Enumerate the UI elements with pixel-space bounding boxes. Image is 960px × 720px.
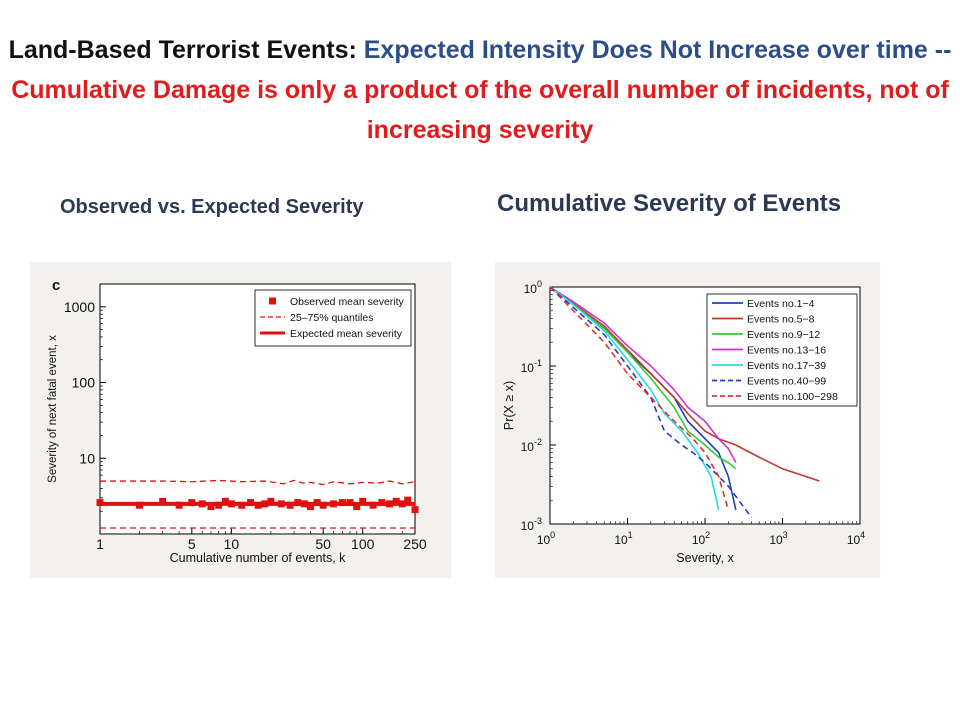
y-axis-label: Severity of next fatal event, x — [47, 335, 59, 483]
observed-mean-marker — [338, 499, 346, 507]
observed-vs-expected-svg: 10 100 1000 1 5 10 50 100 250 Cumulative number o… — [47, 277, 427, 565]
cumulative-severity-svg: 10-3 10-2 10-1 100 100 101 102 103 104 Severity, … — [502, 279, 865, 565]
right-chart-subtitle: Cumulative Severity of Events — [497, 190, 842, 217]
x-tick-label: 102 — [692, 530, 710, 547]
x-tick-label: 100 — [537, 530, 555, 547]
y-tick-label: 10-3 — [521, 516, 542, 533]
x-tick-label: 104 — [847, 530, 865, 547]
observed-mean-marker — [136, 501, 144, 509]
observed-mean-marker — [215, 501, 223, 509]
observed-mean-marker — [159, 497, 167, 505]
observed-mean-marker — [346, 499, 354, 507]
left-chart-subtitle: Observed vs. Expected Severity — [60, 196, 364, 218]
legend-entry: Events no.40−99 — [747, 376, 826, 388]
observed-mean-marker — [175, 501, 183, 509]
series-line — [549, 286, 737, 470]
observed-mean-marker — [306, 503, 314, 511]
heading-part-3: Cumulative Damage is only a product of t… — [11, 76, 949, 144]
observed-mean-marker — [392, 497, 400, 505]
quantile-upper-line — [100, 479, 416, 486]
legend-entry: Expected mean severity — [290, 328, 403, 340]
x-tick-label: 1 — [96, 536, 104, 552]
observed-mean-marker — [247, 499, 255, 507]
observed-mean-marker — [404, 496, 412, 504]
cumulative-severity-plot: 10-3 10-2 10-1 100 100 101 102 103 104 Severity, … — [495, 262, 880, 578]
observed-mean-marker — [198, 500, 206, 508]
observed-mean-marker — [369, 501, 377, 509]
observed-mean-marker — [319, 501, 327, 509]
observed-mean-marker — [300, 500, 308, 508]
legend-entry: Events no.5−8 — [747, 314, 815, 326]
x-axis-label: Cumulative number of events, k — [170, 551, 347, 565]
y-tick-label: 100 — [72, 375, 96, 391]
observed-mean-marker — [313, 499, 321, 507]
x-tick-label: 101 — [614, 530, 632, 547]
legend-entry: Events no.9−12 — [747, 329, 820, 341]
legend-entry: Events no.13−16 — [747, 345, 826, 357]
observed-mean-marker — [286, 501, 294, 509]
x-tick-label: 250 — [403, 536, 427, 552]
legend-entry: Events no.1−4 — [747, 298, 815, 310]
observed-mean-marker — [261, 500, 269, 508]
legend-box — [254, 289, 412, 347]
observed-mean-marker — [207, 503, 215, 511]
observed-mean-marker — [221, 497, 229, 505]
page-heading: Land-Based Terrorist Events: Expected In… — [0, 30, 960, 150]
observed-mean-marker — [359, 497, 367, 505]
series-line — [549, 286, 820, 482]
y-tick-label: 10 — [79, 450, 95, 466]
legend-entry: Events no.17−39 — [747, 360, 826, 372]
legend-entry: 25–75% quantiles — [290, 312, 373, 324]
observed-mean-marker — [277, 500, 285, 508]
observed-mean-marker — [378, 499, 386, 507]
legend-entry: Events no.100−298 — [747, 391, 838, 403]
x-tick-label: 100 — [351, 536, 375, 552]
x-tick-label: 103 — [769, 530, 787, 547]
panel-label: c — [52, 277, 60, 294]
observed-mean-marker — [96, 499, 104, 507]
y-axis-label: Pr(X ≥ x) — [502, 381, 516, 430]
observed-mean-marker — [294, 499, 302, 507]
series-line — [549, 286, 737, 463]
legend-entry: Observed mean severity — [290, 296, 405, 308]
y-tick-label: 1000 — [64, 299, 95, 315]
observed-mean-marker — [254, 501, 262, 509]
observed-mean-marker — [398, 500, 406, 508]
y-tick-label: 10-1 — [521, 358, 542, 375]
observed-mean-marker — [267, 497, 275, 505]
observed-vs-expected-plot: 10 100 1000 1 5 10 50 100 250 Cumulative number o… — [30, 262, 451, 578]
heading-part-1: Land-Based Terrorist Events: — [8, 36, 357, 64]
observed-mean-marker — [386, 500, 394, 508]
observed-mean-marker — [330, 500, 338, 508]
x-axis-label: Severity, x — [676, 551, 734, 565]
observed-mean-marker — [353, 503, 361, 511]
observed-mean-marker — [238, 501, 246, 509]
heading-part-2: Expected Intensity Does Not Increase ove… — [363, 36, 952, 64]
y-tick-label: 100 — [524, 279, 542, 296]
y-tick-label: 10-2 — [521, 437, 542, 454]
legend-marker-observed — [269, 297, 276, 305]
x-tick-label: 5 — [188, 536, 196, 552]
observed-mean-marker — [411, 506, 419, 514]
x-tick-label: 10 — [224, 536, 240, 552]
observed-mean-marker — [227, 500, 235, 508]
series-line — [549, 286, 730, 511]
x-tick-label: 50 — [315, 536, 331, 552]
observed-mean-marker — [188, 499, 196, 507]
series-line — [549, 286, 720, 511]
